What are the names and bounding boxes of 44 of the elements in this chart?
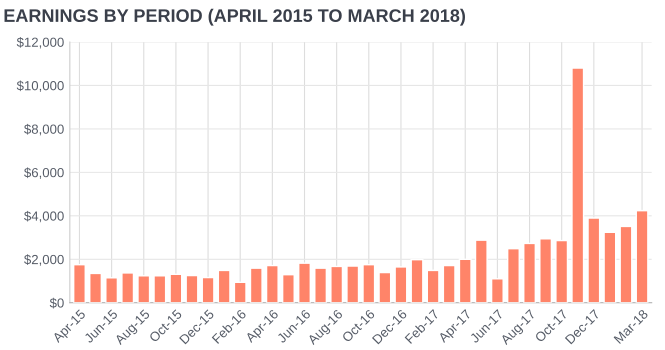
bar [298, 262, 311, 303]
bar [539, 238, 552, 303]
bar [234, 282, 247, 303]
bar [458, 258, 472, 303]
bar [426, 270, 440, 303]
y-tick-label: $4,000 [24, 210, 64, 222]
bar [153, 275, 166, 303]
bar [394, 266, 408, 303]
bar [121, 272, 134, 303]
bar [169, 274, 182, 303]
bar [587, 217, 600, 303]
bar [218, 270, 231, 303]
y-tick-label: $12,000 [16, 37, 64, 48]
y-tick-label: $0 [50, 298, 64, 308]
bar [636, 210, 649, 303]
chart-title: EARNINGS BY PERIOD (APRIL 2015 TO MARCH 2018) [4, 8, 465, 26]
bar [555, 240, 568, 303]
bar [571, 67, 584, 303]
bar [314, 268, 328, 303]
bar [89, 272, 102, 303]
y-tick-label: $2,000 [24, 254, 64, 266]
bar [346, 265, 360, 303]
bar [474, 239, 488, 303]
bar [603, 232, 616, 303]
y-tick-label: $6,000 [24, 167, 64, 179]
bar [442, 264, 456, 303]
bar [105, 277, 118, 303]
bar [523, 242, 536, 303]
bar [506, 248, 520, 303]
bar [137, 275, 150, 303]
bar [250, 268, 263, 303]
bar [490, 278, 504, 303]
bar [362, 264, 376, 303]
bar [202, 276, 215, 303]
bar [266, 264, 279, 303]
bar [378, 272, 392, 303]
bar [330, 266, 344, 303]
y-tick-label: $10,000 [16, 80, 64, 92]
bar [410, 259, 424, 303]
bar [186, 274, 198, 303]
bar [620, 226, 632, 303]
bar [72, 264, 86, 303]
y-tick-label: $8,000 [24, 124, 64, 136]
bar [282, 274, 295, 303]
